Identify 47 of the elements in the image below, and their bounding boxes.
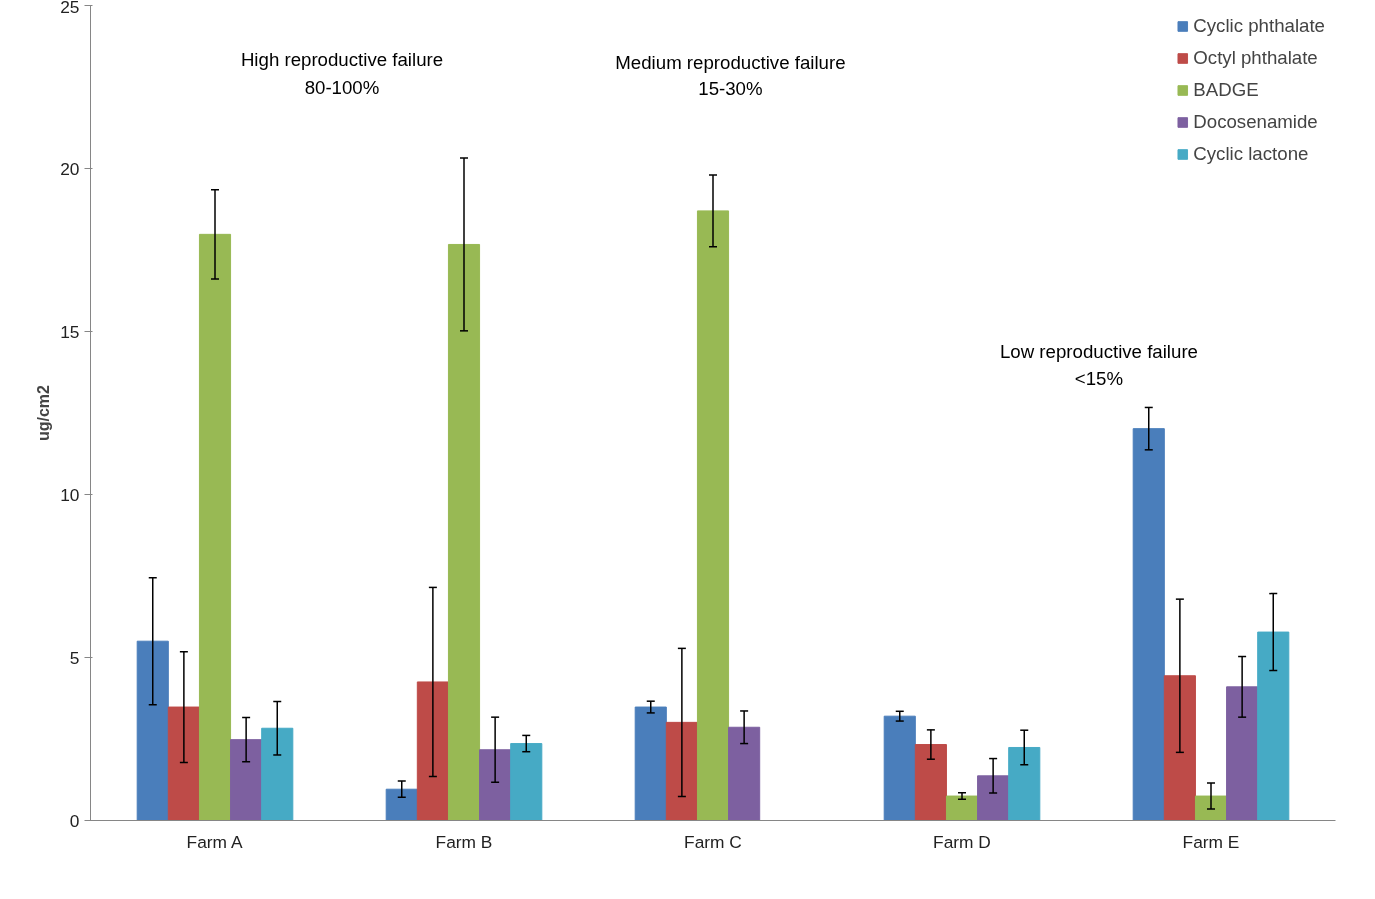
bar (914, 744, 947, 821)
bar (977, 775, 1010, 821)
annotation: High reproductive failure (240, 48, 444, 70)
x-tick-label: Farm A (186, 831, 243, 852)
bar (447, 243, 481, 821)
bar (385, 788, 418, 821)
bar (167, 706, 200, 821)
x-tick-label: Farm E (1182, 831, 1240, 852)
annotation: Low reproductive failure (999, 340, 1198, 362)
y-axis-title: ug/cm2 (35, 384, 53, 442)
legend-label: BADGE (1193, 79, 1259, 101)
y-tick-label: 5 (69, 647, 80, 668)
bar (136, 640, 169, 821)
bar (261, 727, 294, 821)
y-tick-label: 20 (60, 158, 80, 179)
annotation: Medium reproductive failure (615, 52, 846, 74)
bar (1132, 428, 1165, 821)
bar (1226, 686, 1259, 821)
bar (510, 743, 543, 821)
y-tick-label: 0 (69, 810, 80, 831)
bar (696, 210, 730, 821)
legend-label: Cyclic lactone (1193, 143, 1309, 165)
legend-label: Octyl phthalate (1193, 47, 1318, 69)
x-tick-label: Farm D (933, 831, 991, 852)
bar (230, 739, 263, 821)
bar (665, 721, 698, 821)
legend-label: Docosenamide (1193, 111, 1318, 133)
legend-label: Cyclic phthalate (1193, 15, 1325, 37)
bar (883, 715, 916, 821)
bar (634, 706, 667, 821)
bar (1008, 746, 1041, 821)
bar (416, 681, 449, 821)
y-tick-label: 10 (60, 484, 80, 505)
y-tick-label: 25 (60, 0, 80, 17)
bar (198, 233, 232, 821)
bar (479, 749, 512, 821)
x-tick-label: Farm B (435, 831, 493, 852)
annotation: 15-30% (698, 78, 763, 100)
bar (1257, 631, 1290, 821)
y-tick-label: 15 (60, 321, 80, 342)
x-tick-label: Farm C (684, 831, 742, 852)
bar (1163, 675, 1196, 821)
annotation: 80-100% (304, 76, 380, 98)
bar (728, 726, 761, 821)
bar (1194, 795, 1228, 821)
annotation: <15% (1074, 367, 1124, 389)
bar (945, 795, 979, 821)
